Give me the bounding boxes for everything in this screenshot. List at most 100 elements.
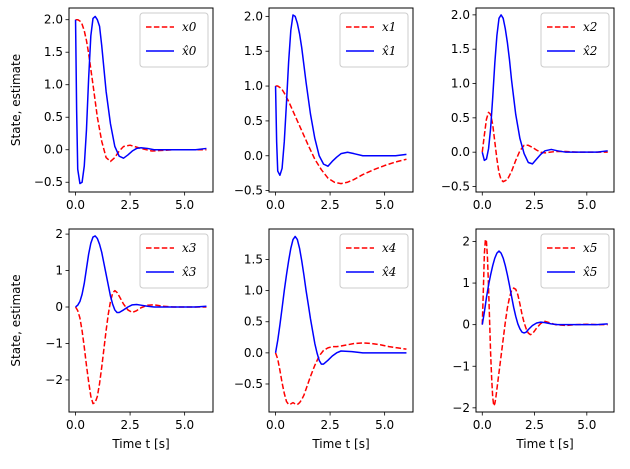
y-tick-label: 1 — [462, 276, 470, 290]
series-line-estimate-4 — [274, 235, 407, 365]
axes-frame — [268, 7, 414, 193]
x-tick-label: 2.5 — [321, 198, 340, 212]
y-tick-label: −0.5 — [234, 184, 263, 198]
x-tick-label: 5.0 — [375, 198, 394, 212]
y-tick-label: 1 — [55, 264, 63, 278]
legend: x5 x̂5 — [540, 233, 610, 289]
legend-label: x̂3 — [182, 265, 197, 279]
legend: x2 x̂2 — [540, 12, 610, 68]
y-tick-label: 1.0 — [244, 79, 263, 93]
series-line-state-1 — [275, 85, 407, 185]
axes-frame — [68, 7, 214, 193]
series-line-state-2 — [481, 111, 608, 183]
series-line-estimate-2 — [481, 14, 608, 165]
y-tick-label: −0.5 — [441, 180, 470, 194]
legend: x3 x̂3 — [139, 233, 209, 289]
legend-label: x4 — [382, 241, 396, 255]
legend-box — [139, 12, 209, 68]
legend: x1 x̂1 — [339, 12, 409, 68]
x-tick-label: 5.0 — [175, 198, 194, 212]
y-tick-label: 0.5 — [451, 111, 470, 125]
legend-box — [339, 12, 409, 68]
series-line-estimate-0 — [74, 15, 207, 185]
y-tick-label: 0 — [55, 300, 63, 314]
axes-frame — [475, 7, 615, 193]
y-tick-label: 0.0 — [244, 149, 263, 163]
x-tick-label: 2.5 — [525, 198, 544, 212]
y-axis-label: State, estimate — [9, 54, 23, 146]
y-tick-label: 2.0 — [244, 9, 263, 23]
legend-box — [540, 233, 610, 289]
y-tick-label: 2.0 — [451, 8, 470, 22]
legend-box — [339, 233, 409, 289]
legend-label: x̂2 — [583, 44, 597, 58]
x-tick-label: 2.5 — [121, 418, 140, 432]
y-tick-label: 1.5 — [244, 44, 263, 58]
y-tick-label: 1.5 — [451, 42, 470, 56]
y-tick-label: −1 — [45, 336, 63, 350]
x-tick-label: 5.0 — [175, 418, 194, 432]
y-tick-label: 0 — [462, 318, 470, 332]
y-tick-label: 2 — [55, 227, 63, 241]
subplot-3: 0.0 2.5 5.0 −2 −1 0 1 2 State, estimate Time t [s… — [9, 227, 214, 451]
y-tick-label: 0.5 — [244, 114, 263, 128]
x-tick-label: 0.0 — [473, 418, 492, 432]
x-tick-label: 0.0 — [266, 198, 285, 212]
y-tick-label: 0.0 — [44, 143, 63, 157]
x-tick-label: 2.5 — [525, 418, 544, 432]
x-axis-label: Time t [s] — [515, 437, 573, 451]
legend-label: x3 — [182, 241, 197, 255]
y-tick-label: −0.5 — [34, 175, 63, 189]
legend-label: x5 — [583, 241, 597, 255]
legend-label: x̂5 — [583, 265, 597, 279]
y-tick-label: 1.5 — [244, 253, 263, 267]
axes-frame — [268, 228, 414, 413]
subplot-5: 0.0 2.5 5.0 −2 −1 0 1 2 Time t [s] x5 x̂5 — [452, 228, 615, 451]
y-axis-label: State, estimate — [9, 274, 23, 366]
y-tick-label: 1.5 — [44, 45, 63, 59]
legend-label: x0 — [182, 20, 197, 34]
y-tick-label: −2 — [452, 401, 470, 415]
legend: x4 x̂4 — [339, 233, 409, 289]
x-tick-label: 2.5 — [321, 418, 340, 432]
y-tick-label: 2 — [462, 234, 470, 248]
legend-label: x2 — [583, 20, 597, 34]
y-tick-label: 1.0 — [244, 284, 263, 298]
series-line-state-0 — [75, 18, 207, 163]
y-tick-label: 1.0 — [451, 77, 470, 91]
series-line-estimate-3 — [75, 235, 207, 314]
legend-label: x̂0 — [182, 44, 197, 58]
subplot-4: 0.0 2.5 5.0 −0.5 0.0 0.5 1.0 1.5 Time t [s] x4 x̂4 — [234, 228, 414, 451]
series-line-estimate-5 — [481, 250, 608, 334]
series-line-estimate-1 — [274, 14, 407, 177]
axes-frame — [68, 228, 214, 413]
x-axis-label: Time t [s] — [311, 437, 369, 451]
x-tick-label: 2.5 — [121, 198, 140, 212]
x-tick-label: 5.0 — [577, 198, 596, 212]
y-tick-label: 1.0 — [44, 78, 63, 92]
y-tick-label: −2 — [45, 373, 63, 387]
legend-box — [540, 12, 610, 68]
legend-label: x̂4 — [382, 265, 396, 279]
x-tick-label: 0.0 — [66, 418, 85, 432]
series-line-state-4 — [274, 342, 407, 406]
legend-label: x̂1 — [382, 44, 396, 58]
x-tick-label: 0.0 — [66, 198, 85, 212]
x-tick-label: 5.0 — [375, 418, 394, 432]
series-line-state-3 — [74, 289, 207, 405]
y-tick-label: −1 — [452, 359, 470, 373]
x-axis-label: Time t [s] — [111, 437, 169, 451]
y-tick-label: 2.0 — [44, 13, 63, 27]
y-tick-label: 0.5 — [244, 315, 263, 329]
x-tick-label: 5.0 — [577, 418, 596, 432]
axes-frame — [475, 228, 615, 413]
x-tick-label: 0.0 — [266, 418, 285, 432]
y-tick-label: 0.0 — [244, 346, 263, 360]
x-tick-label: 0.0 — [473, 198, 492, 212]
y-tick-label: −0.5 — [234, 377, 263, 391]
legend: x0 x̂0 — [139, 12, 209, 68]
